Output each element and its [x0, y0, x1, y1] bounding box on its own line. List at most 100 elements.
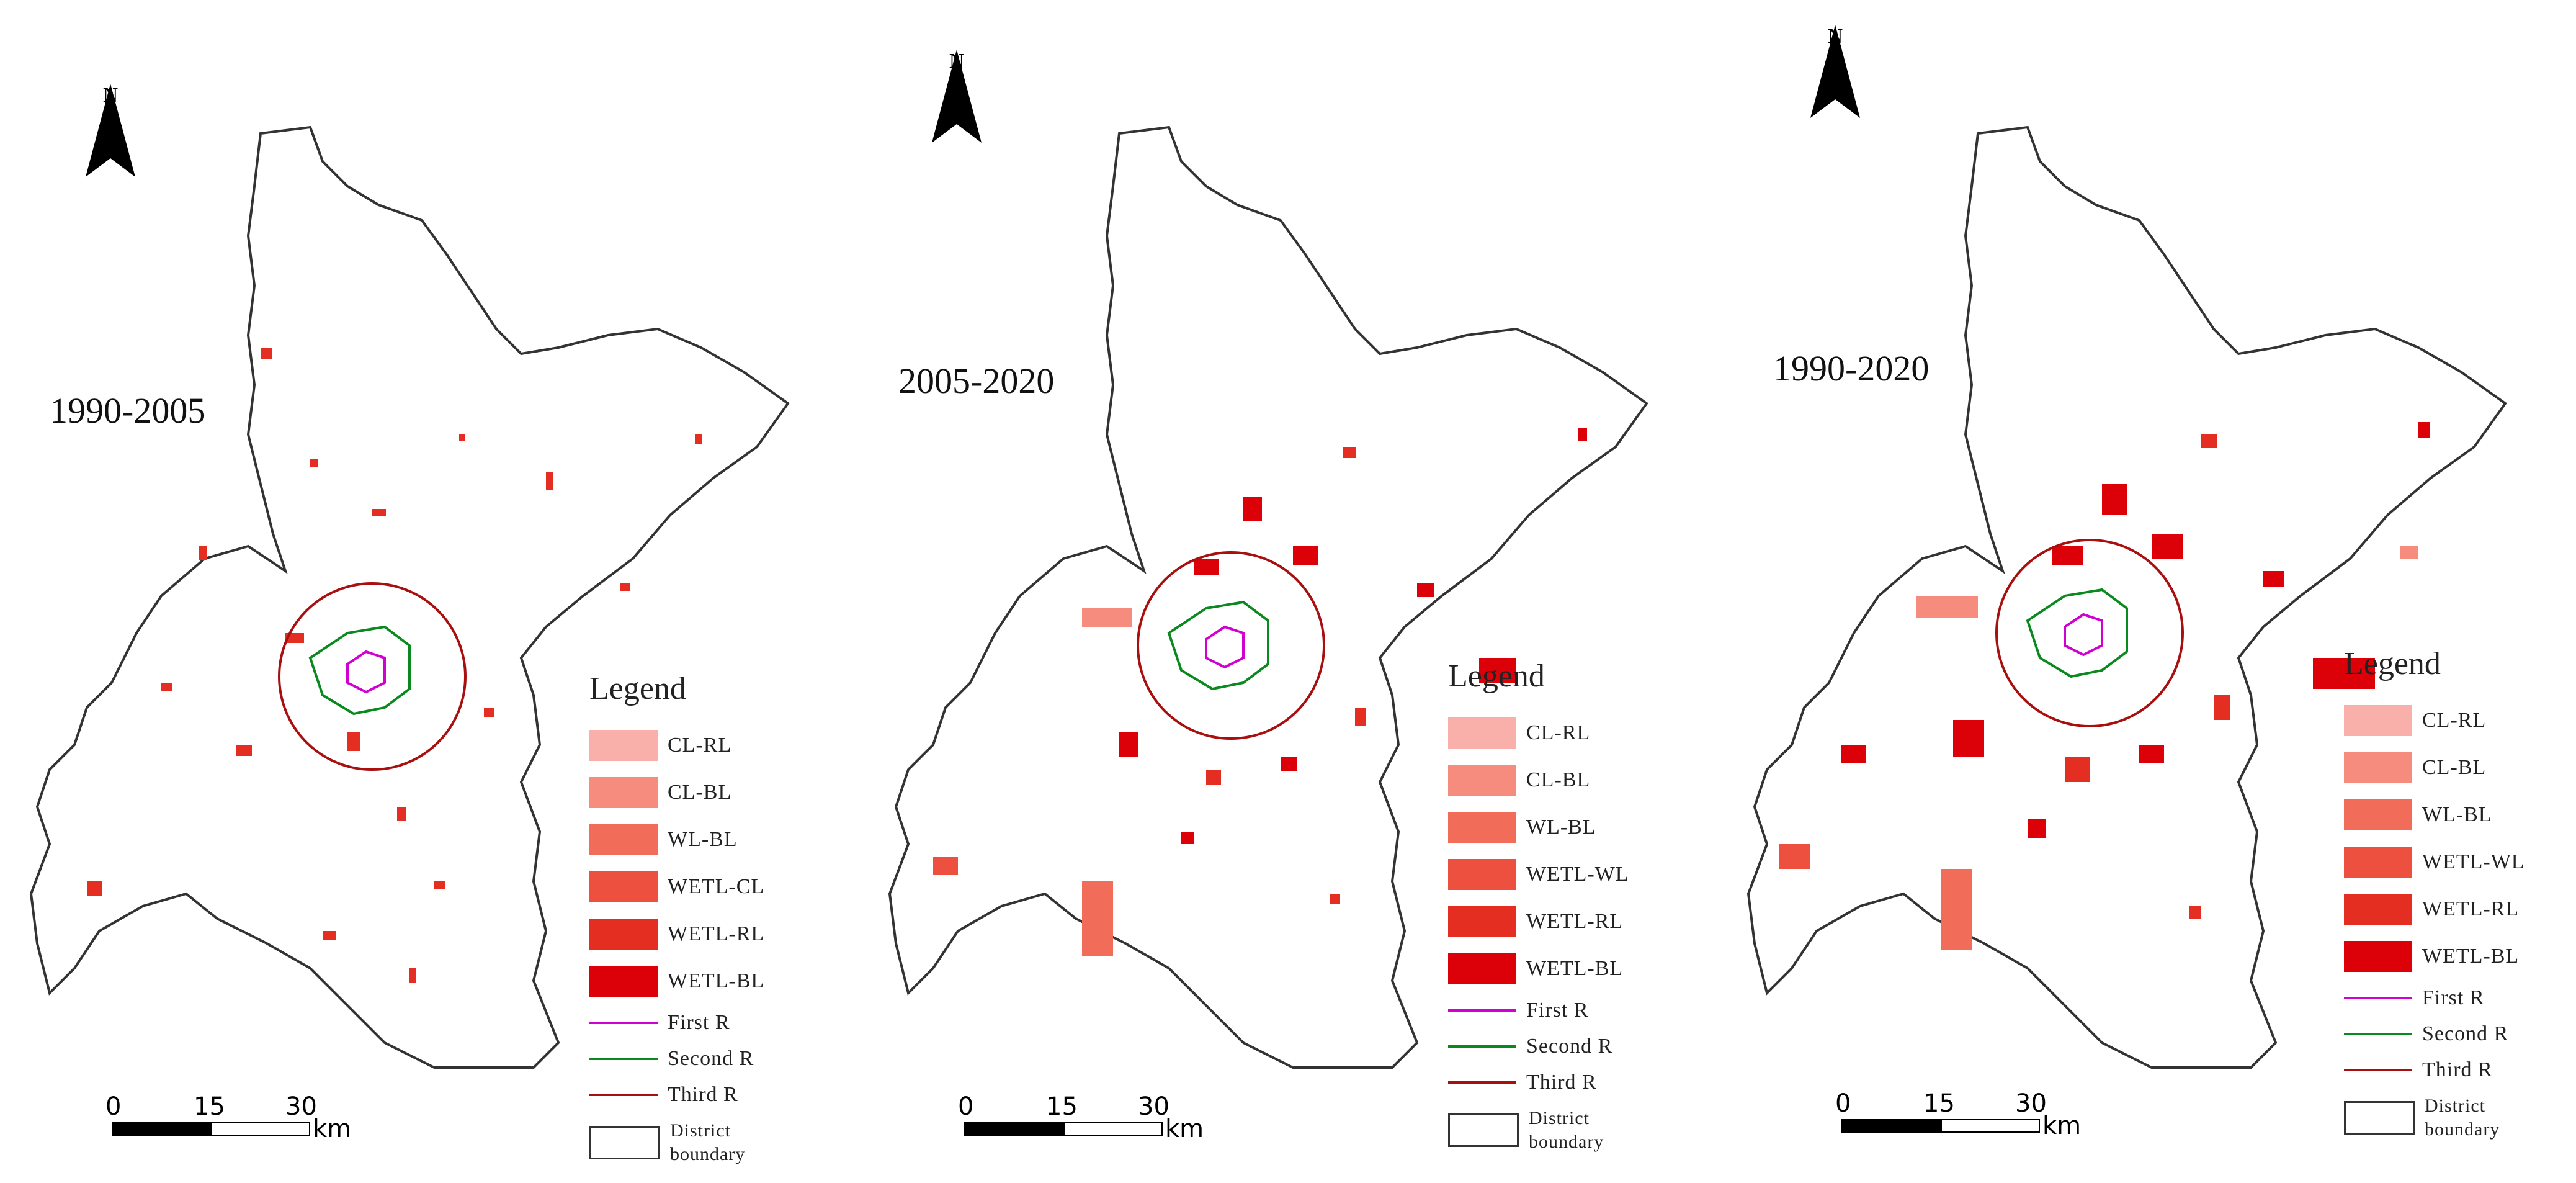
legend-item-district-boundary: District boundary [2344, 1088, 2549, 1148]
scale-bar: 0 15 30 km [1835, 1089, 2081, 1140]
legend-swatch [2344, 894, 2412, 925]
land-change-patches [933, 428, 1587, 956]
legend-item: CL-RL [589, 722, 794, 769]
legend-item: CL-BL [589, 769, 794, 816]
second-ring-road [2026, 588, 2128, 678]
first-ring-road [1205, 625, 1245, 669]
legend-swatch [589, 777, 658, 808]
scale-bar: 0 15 30 km [105, 1092, 351, 1143]
land-change-patches [87, 348, 702, 983]
second-ring-road [1167, 600, 1269, 691]
legend-swatch [589, 919, 658, 950]
district-boundary-outline [888, 125, 1648, 1069]
map-panel-2005-2020: N 2005-2020 Legend CL-RL CL-BL WL-BL WET… [859, 0, 1717, 1183]
district-boundary-outline [29, 125, 790, 1069]
legend-item: WETL-RL [589, 911, 794, 958]
legend-item: WETL-BL [2344, 933, 2549, 980]
legend-item: CL-BL [1448, 757, 1653, 804]
legend-swatch [2344, 799, 2412, 830]
district-boundary-outline [1746, 125, 2507, 1069]
north-arrow: N [86, 84, 135, 177]
scale-tick-30: 30 [1138, 1092, 1169, 1121]
city-ring-routes [1137, 551, 1325, 740]
legend-item: CL-RL [2344, 697, 2549, 744]
north-arrow-icon [1810, 25, 1860, 118]
legend-item: WL-BL [2344, 791, 2549, 839]
legend-item: WL-BL [1448, 804, 1653, 851]
legend: Legend CL-RL CL-BL WL-BL WETL-WL WETL-RL… [2344, 645, 2549, 1148]
north-arrow: N [932, 50, 982, 143]
first-ring-road [346, 650, 386, 694]
scale-tick-15: 15 [194, 1092, 225, 1121]
legend-item-first-ring: First R [2344, 980, 2549, 1016]
map-canvas [29, 125, 790, 1069]
legend-item: WETL-RL [2344, 886, 2549, 933]
legend-swatch [1448, 765, 1516, 796]
north-arrow: N [1810, 25, 1860, 118]
legend-item-second-ring: Second R [589, 1041, 794, 1077]
legend-swatch [1448, 953, 1516, 984]
third-ring-road [1137, 551, 1325, 740]
legend-swatch [2344, 752, 2412, 783]
legend-item: WETL-RL [1448, 898, 1653, 945]
scale-tick-0: 0 [1835, 1089, 1851, 1118]
legend-swatch [1448, 859, 1516, 890]
legend-title: Legend [1448, 659, 1545, 694]
scale-tick-15: 15 [1046, 1092, 1078, 1121]
north-arrow-icon [86, 84, 135, 177]
legend-item: WETL-WL [1448, 851, 1653, 898]
legend-swatch [589, 871, 658, 902]
legend-swatch [2344, 847, 2412, 878]
second-ring-road [308, 625, 411, 716]
legend-item: WETL-BL [1448, 945, 1653, 992]
legend-swatch [589, 966, 658, 997]
legend-item: WETL-WL [2344, 839, 2549, 886]
map-canvas [1746, 125, 2507, 1069]
north-arrow-icon [932, 50, 982, 143]
legend-item-third-ring: Third R [1448, 1064, 1653, 1100]
legend-item-first-ring: First R [589, 1005, 794, 1041]
legend-swatch [2344, 941, 2412, 972]
legend-item: WETL-BL [589, 958, 794, 1005]
legend-title: Legend [589, 671, 686, 706]
map-panel-1990-2005: N 1990-2005 Legend CL-RL CL-BL WL-BL WET… [0, 0, 859, 1183]
legend-swatch [1448, 717, 1516, 749]
scale-tick-0: 0 [958, 1092, 974, 1121]
period-label: 2005-2020 [898, 361, 1055, 401]
first-ring-road [2064, 613, 2103, 657]
legend-item: CL-BL [2344, 744, 2549, 791]
legend-item-third-ring: Third R [2344, 1052, 2549, 1088]
map-panel-1990-2020: N 1990-2020 Legend CL-RL CL-BL WL-BL WET… [1717, 0, 2576, 1183]
legend-item: CL-RL [1448, 709, 1653, 757]
legend-swatch [1448, 906, 1516, 937]
legend: Legend CL-RL CL-BL WL-BL WETL-CL WETL-RL… [589, 670, 794, 1172]
city-ring-routes [278, 582, 467, 771]
period-label: 1990-2005 [50, 390, 206, 431]
legend-item-second-ring: Second R [1448, 1028, 1653, 1064]
legend-item: WETL-CL [589, 863, 794, 911]
scale-tick-30: 30 [2015, 1089, 2047, 1118]
scale-unit: km [313, 1115, 352, 1143]
legend: Legend CL-RL CL-BL WL-BL WETL-WL WETL-RL… [1448, 658, 1653, 1160]
legend-item-third-ring: Third R [589, 1077, 794, 1113]
scale-tick-0: 0 [105, 1092, 122, 1121]
legend-item-second-ring: Second R [2344, 1016, 2549, 1052]
scale-tick-30: 30 [285, 1092, 317, 1121]
legend-swatch [2344, 705, 2412, 736]
legend-swatch [1448, 812, 1516, 843]
legend-swatch [589, 824, 658, 855]
scale-unit: km [1165, 1115, 1204, 1143]
third-ring-road [278, 582, 467, 771]
legend-item-first-ring: First R [1448, 992, 1653, 1028]
third-ring-road [1995, 539, 2184, 727]
legend-item-district-boundary: District boundary [1448, 1100, 1653, 1160]
scale-unit: km [2042, 1112, 2082, 1140]
period-label: 1990-2020 [1773, 348, 1930, 389]
legend-item: WL-BL [589, 816, 794, 863]
legend-title: Legend [2344, 646, 2441, 681]
scale-bar: 0 15 30 km [958, 1092, 1204, 1143]
scale-tick-15: 15 [1923, 1089, 1955, 1118]
legend-swatch [589, 730, 658, 761]
city-ring-routes [1995, 539, 2184, 727]
legend-item-district-boundary: District boundary [589, 1113, 794, 1172]
